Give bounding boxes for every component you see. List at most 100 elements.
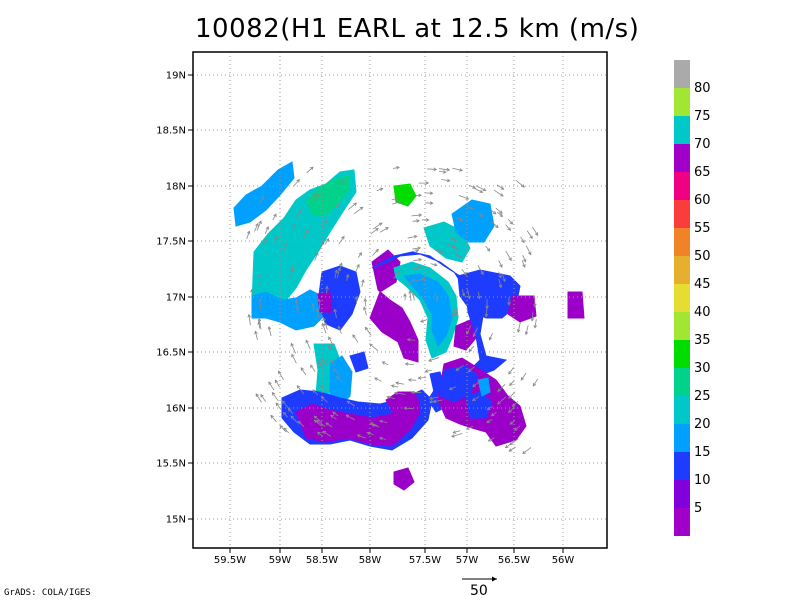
wind-vector	[391, 385, 399, 388]
wind-vector	[364, 298, 367, 307]
wind-vector-head	[465, 426, 470, 430]
wind-vector	[509, 420, 516, 425]
wind-vector-head	[498, 284, 503, 289]
wind-vector-head	[403, 406, 407, 411]
wind-vector-head	[352, 334, 356, 338]
wind-vector	[376, 188, 383, 192]
wind-vector	[395, 382, 405, 385]
wind-vector	[321, 358, 328, 366]
wind-vector	[405, 363, 414, 365]
colorbar-label: 45	[694, 277, 711, 292]
wind-vector	[246, 231, 250, 239]
wind-vector	[370, 228, 379, 235]
colorbar-segment	[674, 424, 690, 452]
wind-vector	[525, 245, 532, 255]
wind-vector	[254, 223, 259, 232]
wind-vector	[306, 166, 314, 174]
wind-vector	[485, 305, 488, 317]
wind-vector	[272, 392, 279, 402]
colorbar-label: 65	[694, 165, 711, 180]
wind-vector	[296, 306, 299, 314]
wind-vector-head	[281, 400, 286, 405]
wind-vector-head	[267, 325, 272, 330]
wind-vector	[316, 308, 320, 318]
wind-vector-head	[315, 307, 320, 312]
lat-tick-label: 16.5N	[156, 348, 186, 359]
wind-vector	[274, 379, 280, 388]
wind-vector-head	[298, 209, 302, 214]
wind-vector-head	[507, 302, 511, 306]
wind-vector	[411, 194, 422, 197]
wind-vector	[314, 419, 323, 427]
wind-vector	[268, 326, 272, 337]
wind-vector-head	[339, 262, 343, 267]
wind-vector-head	[486, 406, 491, 411]
colorbar-segment	[674, 172, 690, 200]
wind-vector	[406, 279, 415, 287]
wind-vector-head	[333, 368, 337, 372]
wind-vector-head	[328, 344, 332, 349]
wind-vector	[458, 195, 469, 200]
wind-vector-head	[257, 317, 262, 322]
colorbar-label: 5	[694, 501, 702, 516]
wind-vector-head	[467, 368, 472, 373]
wind-vector-head	[529, 235, 533, 240]
wind-vector-head	[316, 193, 320, 198]
wind-vector-head	[533, 303, 537, 308]
wind-vector-head	[316, 431, 321, 436]
wind-vector	[469, 185, 476, 189]
wind-vector-head	[336, 202, 341, 207]
wind-vector-head	[258, 297, 262, 302]
wind-vector-head	[410, 390, 415, 395]
wind-vector	[461, 268, 467, 276]
colorbar-segment	[674, 312, 690, 340]
colorbar-label: 55	[694, 221, 711, 236]
wind-vector	[532, 378, 539, 387]
wind-vector	[466, 425, 474, 430]
wind-vector	[379, 437, 386, 440]
wind-vector-head	[265, 226, 269, 230]
wind-vector	[379, 420, 388, 424]
wind-vector-head	[509, 221, 514, 225]
wind-vector	[409, 290, 412, 302]
wind-vector-head	[260, 195, 265, 200]
wind-vector	[283, 412, 288, 418]
wind-vector	[355, 264, 360, 272]
wind-vector-head	[345, 414, 350, 418]
wind-vector-head	[495, 224, 499, 229]
wind-vector-head	[508, 395, 512, 399]
wind-vector-head	[484, 313, 489, 318]
wind-vector	[525, 325, 529, 335]
wind-vector	[357, 252, 362, 258]
lon-tick-label: 59.5W	[214, 555, 246, 566]
wind-vector	[472, 380, 481, 387]
wind-vector	[312, 303, 315, 313]
wind-vector	[291, 354, 297, 364]
colorbar-segment	[674, 228, 690, 256]
wind-vector	[452, 307, 456, 317]
wind-vector	[279, 425, 287, 433]
wind-vector-head	[263, 237, 267, 242]
wind-vector-head	[313, 192, 317, 197]
lat-tick-label: 17N	[166, 293, 186, 304]
wind-vector	[314, 252, 319, 261]
wind-vector-head	[498, 274, 502, 279]
wind-vector	[321, 220, 327, 228]
wind-vector-head	[466, 330, 470, 335]
wind-vector	[415, 278, 425, 282]
wind-vector	[491, 221, 499, 228]
wind-vector-head	[446, 167, 451, 172]
wind-vector-head	[397, 200, 402, 205]
wind-vector-head	[509, 441, 513, 446]
wind-vector-head	[395, 381, 399, 385]
wind-vector	[512, 401, 519, 407]
colorbar-label: 25	[694, 389, 711, 404]
wind-vector-head	[469, 206, 474, 210]
wind-vector	[295, 209, 302, 219]
wind-vector-head	[451, 434, 455, 438]
wind-vector-head	[396, 166, 400, 170]
lat-tick-label: 18N	[166, 182, 186, 193]
wind-vector-head	[521, 239, 525, 244]
colorbar-segment	[674, 200, 690, 228]
